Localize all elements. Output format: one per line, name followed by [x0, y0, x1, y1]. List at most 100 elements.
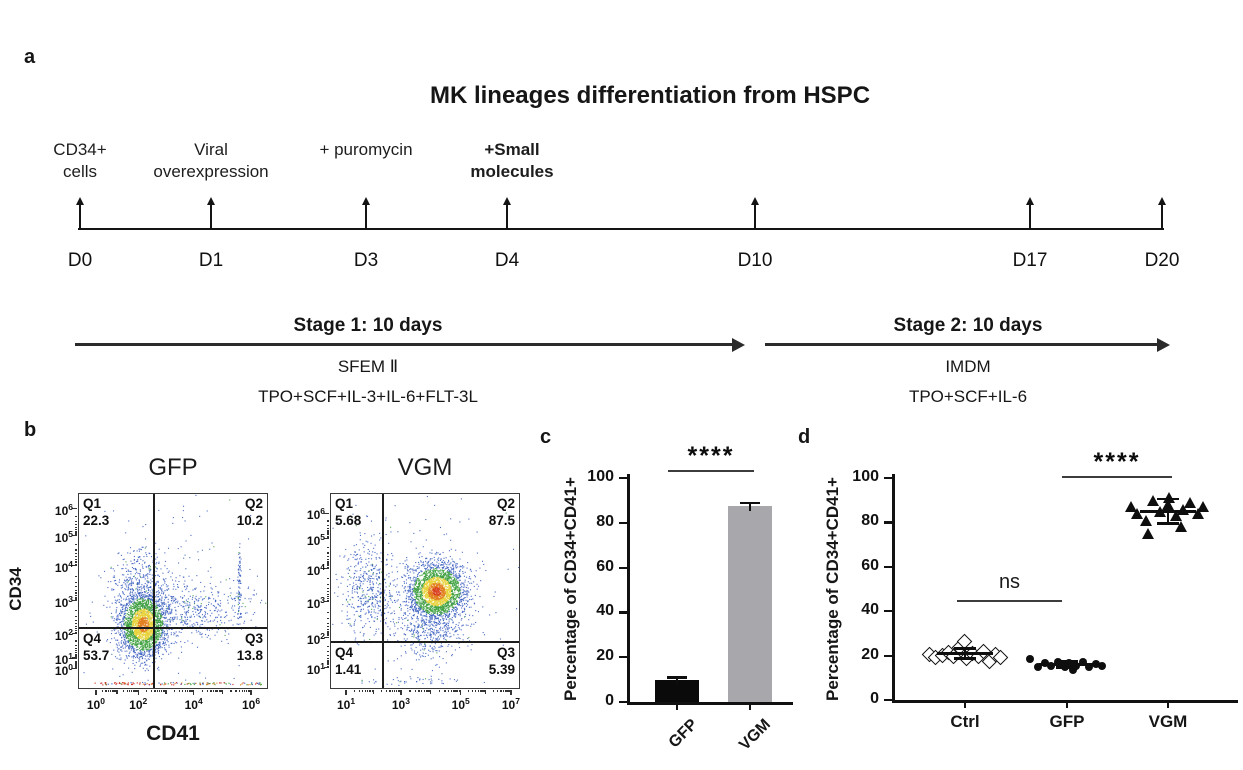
dot-plot-y-axis-label: Percentage of CD34+CD41+	[823, 477, 842, 701]
flow-plot-vgm: VGM Q1 5.68 Q2 87.5 Q4 1.41 Q3 5.39 101 103 105 107 1…	[307, 454, 520, 711]
timeline-baseline	[78, 228, 1164, 230]
x-axis-tick	[481, 689, 483, 693]
x-axis-tick	[136, 689, 138, 693]
x-axis-tick	[455, 689, 457, 693]
x-axis-tick	[475, 689, 477, 693]
x-axis-tick	[482, 689, 484, 693]
data-point-gfp	[1092, 660, 1101, 669]
timeline-day-D1: D1	[198, 250, 224, 271]
stage-1-medium: SFEM Ⅱ	[337, 357, 399, 376]
x-axis-tick	[135, 689, 137, 693]
bar-chart-x-tick	[676, 705, 678, 710]
y-axis-tick	[326, 651, 330, 653]
y-axis-tick	[74, 656, 78, 658]
timeline-arrow-D0	[79, 204, 81, 229]
x-axis-tick	[150, 689, 153, 693]
error-bar-cap-top-ctrl	[954, 647, 976, 650]
quadrant-value-q1-vgm: 5.68	[335, 513, 362, 528]
x-axis-tick	[191, 689, 193, 693]
x-axis-tick	[472, 689, 474, 693]
data-point-vgm	[1141, 528, 1154, 539]
x-axis-tick	[458, 689, 460, 693]
x-axis-tick	[129, 689, 131, 693]
y-axis-tick	[74, 533, 78, 536]
dot-plot-y-tick-label-80: 80	[861, 512, 879, 530]
quadrant-value-q3-vgm: 5.39	[488, 662, 515, 678]
bar-chart-y-axis	[627, 474, 630, 705]
quadrant-value-q4-gfp: 53.7	[83, 647, 110, 663]
flow-plot-gfp: GFP Q1 22.3 Q2 10.2 Q4 53.7 Q3 13.8 100 102 104 106 1…	[55, 454, 268, 711]
y-axis-tick	[326, 552, 330, 554]
stage-1-arrowhead	[732, 337, 745, 352]
x-axis-tick	[108, 689, 110, 693]
x-axis-tick	[497, 689, 499, 693]
y-axis-tick	[326, 565, 330, 567]
quadrant-label-q1-vgm: Q1	[335, 496, 354, 511]
timeline-day-D0: D0	[67, 250, 93, 271]
x-tick-label-10e4: 104	[184, 696, 203, 712]
y-tick-label-10e5: 105	[306, 531, 325, 548]
x-axis-tick	[230, 689, 232, 693]
y-axis-tick	[326, 599, 330, 601]
dot-plot-x-axis	[892, 700, 1238, 703]
y-tick-label-10e2: 102	[54, 626, 73, 643]
stage-2-name: Stage 2: 10 days	[893, 315, 1043, 336]
flow-plot-title-vgm: VGM	[397, 454, 453, 481]
x-axis-tick	[370, 689, 372, 693]
x-axis-tick	[250, 689, 252, 696]
timeline-arrow-D1	[210, 204, 212, 229]
mean-line-gfp	[1039, 662, 1095, 666]
y-axis-tick	[326, 530, 330, 532]
x-axis-tick	[425, 689, 427, 693]
x-axis-tick	[206, 689, 208, 693]
y-axis-tick	[326, 566, 330, 568]
y-axis-tick	[323, 601, 330, 603]
x-axis-tick	[111, 689, 113, 693]
y-axis-tick	[326, 532, 330, 534]
y-axis-tick	[326, 611, 330, 614]
x-tick-label-10e7: 107	[501, 696, 520, 712]
x-axis-tick	[345, 689, 347, 696]
significance-stars-c: ****	[687, 442, 735, 470]
y-axis-tick	[323, 636, 330, 639]
y-axis-tick	[71, 507, 78, 510]
x-axis-tick	[241, 689, 243, 693]
y-axis-tick	[74, 654, 78, 657]
x-axis-tick	[381, 689, 383, 693]
y-axis-tick	[326, 559, 330, 561]
y-axis-tick	[326, 536, 330, 539]
timeline-day-D17: D17	[1012, 250, 1048, 271]
y-axis-tick	[326, 628, 330, 631]
y-axis-tick	[326, 660, 330, 662]
timeline-arrowhead-D1	[206, 197, 215, 205]
x-axis-tick	[485, 689, 487, 694]
x-axis-tick	[484, 689, 486, 693]
y-tick-label-10e6: 106	[54, 501, 73, 518]
y-axis-tick	[74, 663, 78, 665]
panel-a-title: MK lineages differentiation from HSPC	[429, 82, 871, 109]
gate-vertical-gfp	[153, 494, 155, 688]
y-axis-tick	[323, 512, 330, 514]
y-axis-tick	[326, 524, 330, 527]
data-point-gfp	[1068, 666, 1077, 675]
timeline-arrowhead-D3	[361, 197, 370, 205]
x-axis-tick	[245, 689, 248, 693]
x-axis-tick	[502, 689, 504, 693]
x-axis-tick	[439, 689, 441, 693]
y-axis-tick	[74, 651, 78, 654]
flow-scatter-dots-gfp	[79, 494, 267, 688]
x-tick-label-10e0: 100	[86, 696, 105, 712]
y-axis-tick	[71, 668, 78, 670]
y-axis-tick	[74, 560, 78, 562]
error-bar-cap-bottom-ctrl	[954, 657, 976, 660]
y-tick-label-10e5: 105	[54, 528, 73, 545]
quadrant-label-q4-vgm: Q4	[335, 645, 354, 661]
x-axis-tick	[137, 689, 139, 696]
x-axis-tick	[368, 689, 370, 693]
y-axis-tick	[326, 626, 330, 628]
x-axis-tick	[184, 689, 186, 693]
x-axis-tick	[190, 689, 192, 693]
bar-chart-y-tick	[619, 701, 627, 704]
y-tick-label-10e1: 101	[306, 660, 325, 677]
x-axis-tick	[249, 689, 251, 693]
